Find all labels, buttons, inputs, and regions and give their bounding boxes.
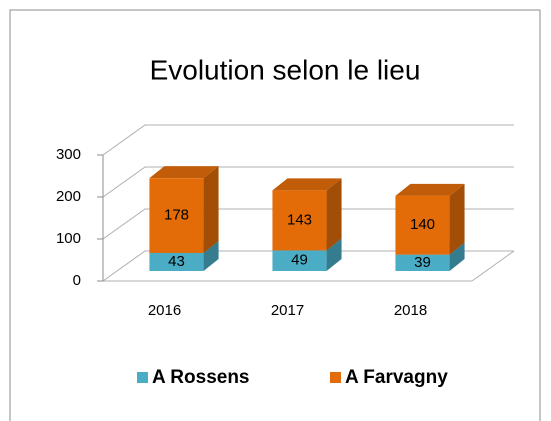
legend-label: A Rossens <box>152 367 250 388</box>
bar-side <box>326 238 342 271</box>
bar-side <box>449 183 465 255</box>
legend-swatch <box>137 372 148 383</box>
grid-line <box>102 166 514 198</box>
data-label: 39 <box>414 254 431 271</box>
bar <box>272 190 327 251</box>
bar-side <box>203 166 219 253</box>
chart-title: Evolution selon le lieu <box>150 54 421 85</box>
bar <box>149 252 204 271</box>
bar <box>395 195 450 255</box>
data-label: 178 <box>164 207 189 224</box>
bar <box>149 178 204 253</box>
grid-line <box>102 250 514 282</box>
y-tick-label: 0 <box>73 272 81 289</box>
data-label: 143 <box>287 211 312 228</box>
data-label: 49 <box>291 252 308 269</box>
x-tick-label: 2016 <box>148 302 181 319</box>
floor-edge <box>471 250 515 282</box>
y-tick-label: 200 <box>56 188 81 205</box>
x-tick-label: 2018 <box>394 302 427 319</box>
bar-side <box>449 242 465 271</box>
bar <box>395 254 450 271</box>
bar-top <box>395 183 465 196</box>
bar <box>272 250 327 271</box>
bar-top <box>149 166 219 179</box>
x-tick-label: 2017 <box>271 302 304 319</box>
legend-swatch <box>330 372 341 383</box>
grid-line <box>102 208 514 240</box>
y-tick-label: 300 <box>56 146 81 163</box>
bar-side <box>203 240 219 271</box>
data-label: 43 <box>168 253 185 270</box>
bar-top <box>272 178 342 191</box>
grid-line <box>102 124 514 156</box>
bar-side <box>326 178 342 251</box>
data-label: 140 <box>410 216 435 233</box>
legend-label: A Farvagny <box>345 367 448 388</box>
y-tick-label: 100 <box>56 230 81 247</box>
